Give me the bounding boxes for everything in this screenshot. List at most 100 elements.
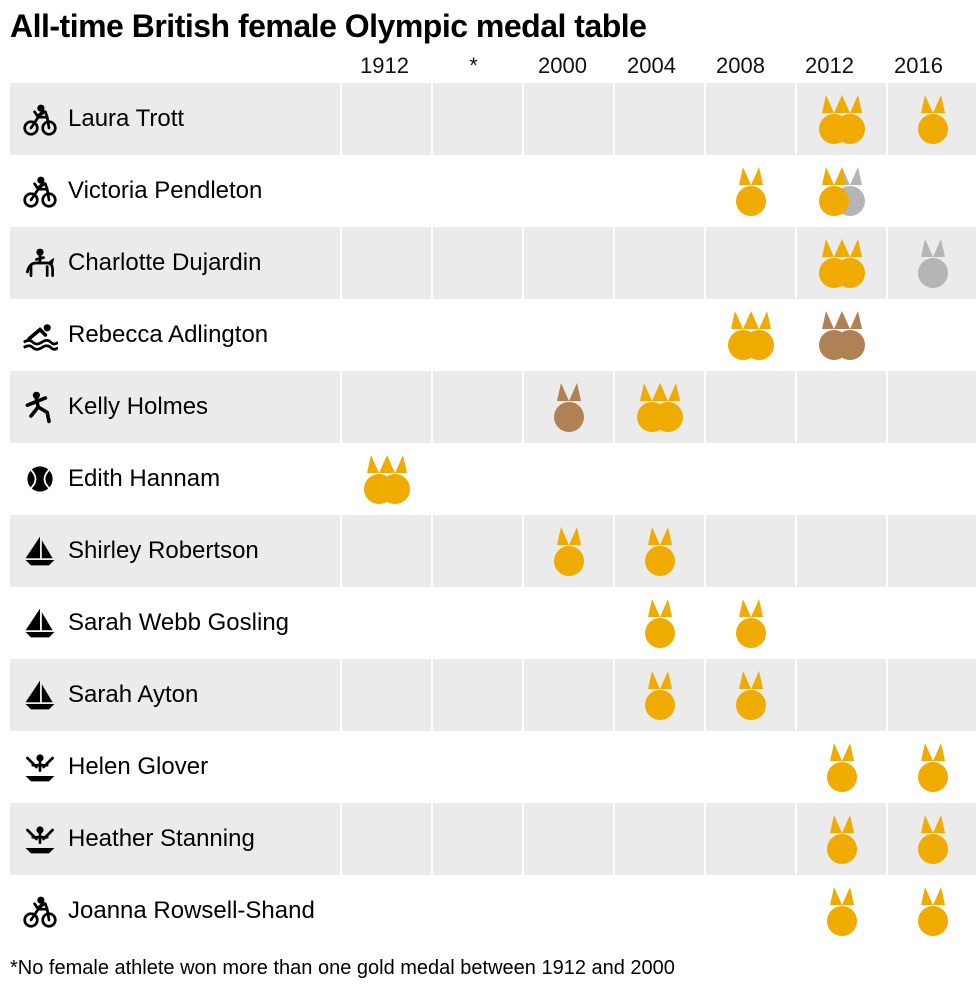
cycling-icon xyxy=(20,99,60,139)
medal-cell xyxy=(706,731,795,803)
medal-block xyxy=(905,883,961,939)
medal-cell xyxy=(433,83,522,155)
medal-cell xyxy=(706,443,795,515)
medal-cell xyxy=(888,587,976,659)
medal-block xyxy=(632,595,688,651)
year-header: 2016 xyxy=(874,53,963,79)
medal-cell xyxy=(342,803,431,875)
gold-medal-icon xyxy=(913,741,953,793)
footnote: *No female athlete won more than one gol… xyxy=(10,957,966,980)
medal-cell xyxy=(888,659,976,731)
medal-cell xyxy=(524,299,613,371)
gold-medal-icon xyxy=(731,597,771,649)
athlete-name-cell: Rebecca Adlington xyxy=(10,299,340,371)
medal-cell xyxy=(433,371,522,443)
athlete-name: Rebecca Adlington xyxy=(68,321,268,349)
medal-cell xyxy=(615,227,704,299)
gold-medal-icon xyxy=(814,93,854,145)
athlete-name-cell: Helen Glover xyxy=(10,731,340,803)
athlete-rows: Laura Trott Victoria Pendleton Charlotte… xyxy=(10,83,966,947)
medal-cell xyxy=(342,659,431,731)
athlete-name-cell: Heather Stanning xyxy=(10,803,340,875)
athlete-row: Victoria Pendleton xyxy=(10,155,966,227)
medal-block xyxy=(814,163,870,219)
athlete-row: Laura Trott xyxy=(10,83,966,155)
athlete-name: Shirley Robertson xyxy=(68,537,259,565)
swimming-icon xyxy=(20,315,60,355)
year-header: 2000 xyxy=(518,53,607,79)
medal-cell xyxy=(888,371,976,443)
medal-cell xyxy=(797,803,886,875)
medal-cell xyxy=(433,803,522,875)
bronze-medal-icon xyxy=(814,309,854,361)
medal-cell xyxy=(888,299,976,371)
medal-cell xyxy=(342,731,431,803)
athlete-row: Shirley Robertson xyxy=(10,515,966,587)
medal-cell xyxy=(524,659,613,731)
medal-block xyxy=(723,307,779,363)
sailing-icon xyxy=(20,675,60,715)
medal-block xyxy=(632,667,688,723)
gold-medal-icon xyxy=(822,741,862,793)
sailing-icon xyxy=(20,603,60,643)
medal-cell xyxy=(433,443,522,515)
gold-medal-icon xyxy=(640,597,680,649)
cycling-icon xyxy=(20,891,60,931)
gold-medal-icon xyxy=(913,93,953,145)
medal-cell xyxy=(342,371,431,443)
medal-cell xyxy=(706,299,795,371)
medal-cell xyxy=(797,515,886,587)
equestrian-icon xyxy=(20,243,60,283)
athlete-name-cell: Victoria Pendleton xyxy=(10,155,340,227)
athlete-row: Kelly Holmes xyxy=(10,371,966,443)
medal-cell xyxy=(615,155,704,227)
medal-cell xyxy=(524,803,613,875)
medal-cell xyxy=(706,875,795,947)
medal-block xyxy=(359,451,415,507)
bronze-medal-icon xyxy=(549,381,589,433)
medal-cell xyxy=(524,155,613,227)
athlete-row: Helen Glover xyxy=(10,731,966,803)
medal-cell xyxy=(797,227,886,299)
medal-block xyxy=(632,523,688,579)
athlete-name: Kelly Holmes xyxy=(68,393,208,421)
athlete-name: Victoria Pendleton xyxy=(68,177,262,205)
medal-cell xyxy=(888,875,976,947)
medal-cell xyxy=(433,515,522,587)
rowing-icon xyxy=(20,819,60,859)
medal-cell xyxy=(342,587,431,659)
medal-cell xyxy=(797,875,886,947)
medal-cell xyxy=(888,443,976,515)
gold-medal-icon xyxy=(913,813,953,865)
medal-cell xyxy=(615,659,704,731)
medal-cell xyxy=(888,227,976,299)
medal-cell xyxy=(524,587,613,659)
medal-cell xyxy=(615,299,704,371)
gold-medal-icon xyxy=(731,165,771,217)
medal-cell xyxy=(888,731,976,803)
silver-medal-icon xyxy=(913,237,953,289)
medal-cell xyxy=(615,731,704,803)
medal-cell xyxy=(615,515,704,587)
athlete-name: Sarah Ayton xyxy=(68,681,198,709)
medal-block xyxy=(905,91,961,147)
gold-medal-icon xyxy=(723,309,763,361)
athlete-row: Heather Stanning xyxy=(10,803,966,875)
medal-cell xyxy=(433,299,522,371)
athlete-name-cell: Laura Trott xyxy=(10,83,340,155)
athlete-name-cell: Edith Hannam xyxy=(10,443,340,515)
medal-block xyxy=(814,811,870,867)
gold-medal-icon xyxy=(913,885,953,937)
gold-medal-icon xyxy=(814,237,854,289)
title: All-time British female Olympic medal ta… xyxy=(10,8,966,45)
medal-block xyxy=(905,811,961,867)
medal-cell xyxy=(797,731,886,803)
year-header: 2012 xyxy=(785,53,874,79)
medal-cell xyxy=(797,659,886,731)
medal-cell xyxy=(615,803,704,875)
gold-medal-icon xyxy=(822,885,862,937)
medal-cell xyxy=(615,875,704,947)
medal-cell xyxy=(797,299,886,371)
medal-cell xyxy=(615,587,704,659)
medal-cell xyxy=(706,587,795,659)
